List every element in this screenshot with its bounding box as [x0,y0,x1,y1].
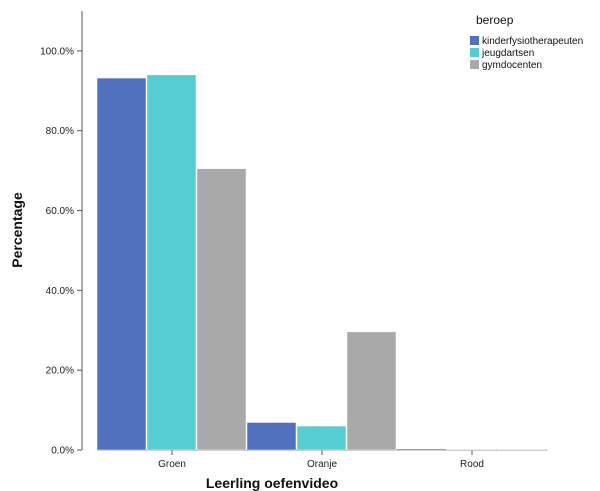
x-axis-title: Leerling oefenvideo [206,475,338,491]
y-axis-title: Percentage [9,192,25,268]
legend: beroep kinderfysiotherapeutenjeugdartsen… [470,13,583,71]
x-axis: Groen Oranje Rood [97,449,547,470]
y-tick-label: 80.0% [46,126,74,137]
y-tick-label: 0.0% [51,446,74,457]
legend-label: kinderfysiotherapeuten [482,36,583,47]
x-tick-label: Oranje [307,459,337,470]
bars [96,74,547,451]
legend-title: beroep [476,13,514,27]
legend-swatch [470,48,479,57]
bar-kinderfysiotherapeuten-oranje [246,422,297,451]
bar-jeugdartsen-groen [146,74,197,451]
bar-gymdocenten-rood [496,448,547,451]
legend-label: gymdocenten [482,60,542,71]
bar-jeugdartsen-rood [446,448,497,451]
y-tick-label: 60.0% [46,206,74,217]
legend-swatch [470,60,479,69]
x-tick-label: Rood [460,459,484,470]
y-tick-label: 100.0% [40,46,74,57]
x-tick-label: Groen [158,459,186,470]
legend-label: jeugdartsen [481,48,534,59]
bar-gymdocenten-groen [196,168,247,451]
legend-swatch [470,36,479,45]
bar-jeugdartsen-oranje [296,425,347,451]
bar-kinderfysiotherapeuten-rood [396,448,447,451]
bar-kinderfysiotherapeuten-groen [96,77,147,451]
bar-gymdocenten-oranje [346,331,397,451]
y-axis: 0.0% 20.0% 40.0% 60.0% 80.0% 100.0% [40,11,83,457]
y-tick-label: 20.0% [46,366,74,377]
y-tick-label: 40.0% [46,286,74,297]
